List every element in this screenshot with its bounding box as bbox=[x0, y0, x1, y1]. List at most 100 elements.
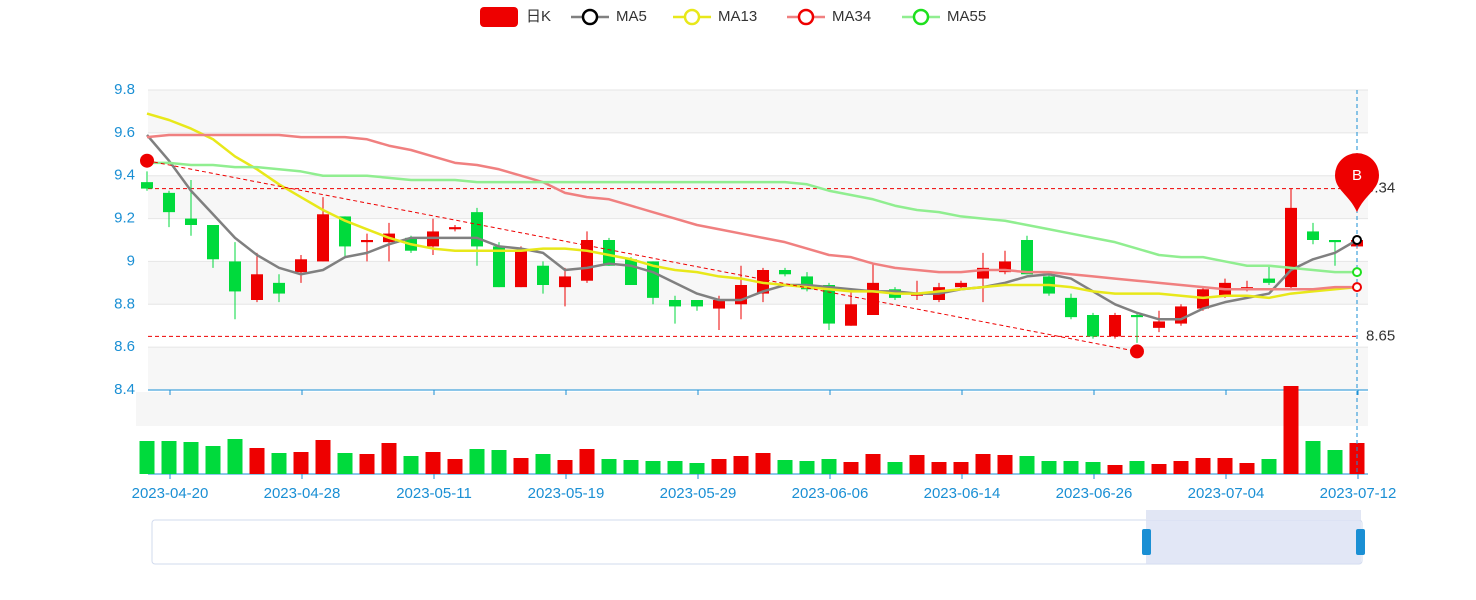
volume-bar bbox=[1019, 456, 1035, 474]
candle-body bbox=[977, 267, 989, 279]
volume-bar bbox=[667, 461, 683, 474]
volume-bar bbox=[909, 455, 925, 474]
data-zoom[interactable] bbox=[151, 510, 1365, 565]
candle-body bbox=[339, 216, 351, 247]
candle-body bbox=[581, 240, 593, 281]
candle-body bbox=[229, 261, 241, 292]
volume-bar bbox=[425, 452, 441, 474]
candle-body bbox=[845, 304, 857, 326]
volume-bar bbox=[931, 462, 947, 474]
legend-marker bbox=[797, 8, 815, 26]
volume-bar bbox=[887, 462, 903, 474]
candle-body bbox=[1087, 315, 1099, 337]
x-tick-label: 2023-07-12 bbox=[1320, 485, 1397, 502]
candle-body bbox=[493, 246, 505, 288]
volume-bar bbox=[337, 453, 353, 474]
volume-bar bbox=[1129, 461, 1145, 474]
zoom-window[interactable] bbox=[1146, 520, 1361, 564]
y-tick-label: 9.4 bbox=[114, 167, 135, 184]
volume-bar bbox=[447, 459, 463, 474]
volume-bar bbox=[557, 460, 573, 474]
candle-body bbox=[691, 300, 703, 307]
volume-bar bbox=[139, 441, 155, 474]
volume-bar bbox=[821, 459, 837, 474]
volume-bar bbox=[359, 454, 375, 474]
legend-marker bbox=[683, 8, 701, 26]
volume-bar bbox=[1085, 462, 1101, 474]
legend-label: MA5 bbox=[616, 8, 647, 25]
y-tick-label: 8.8 bbox=[114, 295, 135, 312]
volume-bar bbox=[183, 442, 199, 474]
split-area bbox=[148, 218, 1368, 262]
y-tick-label: 9.2 bbox=[114, 210, 135, 227]
trend-point bbox=[1130, 344, 1144, 359]
candle-body bbox=[1021, 240, 1033, 275]
volume-bar bbox=[1305, 441, 1321, 474]
volume-bar bbox=[865, 454, 881, 474]
candle-body bbox=[207, 225, 219, 260]
ma-marker bbox=[1352, 235, 1362, 245]
x-tick-label: 2023-06-06 bbox=[792, 485, 869, 502]
x-tick-label: 2023-04-28 bbox=[264, 485, 341, 502]
legend[interactable]: 日K MA5 MA13 MA34 MA55 bbox=[480, 7, 986, 27]
ma-line bbox=[147, 161, 1357, 274]
x-tick-label: 2023-07-04 bbox=[1188, 485, 1265, 502]
candle-body bbox=[163, 192, 175, 213]
split-area bbox=[148, 347, 1368, 390]
volume-bar bbox=[601, 459, 617, 474]
split-area bbox=[148, 132, 1368, 176]
zoom-handle[interactable] bbox=[1142, 529, 1151, 555]
candle-body bbox=[823, 285, 835, 324]
volume-bar bbox=[535, 454, 551, 474]
candle-body bbox=[185, 218, 197, 225]
volume-bar bbox=[953, 462, 969, 474]
candle-body bbox=[1263, 278, 1275, 283]
candle-body bbox=[141, 182, 153, 189]
zoom-bar[interactable] bbox=[1146, 510, 1361, 520]
legend-swatch bbox=[480, 7, 518, 27]
candle-body bbox=[515, 250, 527, 288]
candle-body bbox=[449, 227, 461, 230]
volume-bar bbox=[249, 448, 265, 474]
volume-bar bbox=[1063, 461, 1079, 474]
y-tick-label: 8.6 bbox=[114, 338, 135, 355]
volume-bar bbox=[975, 454, 991, 474]
volume-bar bbox=[271, 453, 287, 474]
candle-body bbox=[361, 240, 373, 243]
split-area bbox=[148, 90, 1368, 133]
volume-bar bbox=[777, 460, 793, 474]
y-tick-label: 8.4 bbox=[114, 381, 135, 398]
candle-body bbox=[471, 212, 483, 247]
candle-body bbox=[1307, 231, 1319, 240]
candle-body bbox=[955, 282, 967, 288]
candle-body bbox=[295, 259, 307, 273]
volume-bar bbox=[1041, 461, 1057, 474]
volume-bar bbox=[645, 461, 661, 474]
x-tick-label: 2023-05-11 bbox=[396, 485, 472, 502]
candle-body bbox=[1329, 240, 1341, 243]
candle-body bbox=[273, 282, 285, 294]
candle-body bbox=[999, 261, 1011, 273]
legend-label: MA55 bbox=[947, 8, 986, 25]
legend-marker bbox=[912, 8, 930, 26]
x-tick-label: 2023-06-26 bbox=[1056, 485, 1133, 502]
x-tick-label: 2023-06-14 bbox=[924, 485, 1001, 502]
legend-marker bbox=[581, 8, 599, 26]
volume-bar bbox=[799, 461, 815, 474]
legend-label: MA34 bbox=[832, 8, 871, 25]
zoom-handle[interactable] bbox=[1356, 529, 1365, 555]
candle-body bbox=[251, 274, 263, 300]
volume-bar bbox=[1261, 459, 1277, 474]
volume-bar bbox=[755, 453, 771, 474]
signal-pin bbox=[1335, 153, 1379, 213]
x-tick-label: 2023-04-20 bbox=[132, 485, 209, 502]
volume-bar bbox=[403, 456, 419, 474]
volume-bar bbox=[227, 439, 243, 474]
legend-label: MA13 bbox=[718, 8, 757, 25]
volume-bar bbox=[161, 441, 177, 474]
candle-body bbox=[1153, 321, 1165, 328]
candle-body bbox=[735, 285, 747, 305]
volume-bar bbox=[491, 450, 507, 474]
volume-bar bbox=[843, 462, 859, 474]
volume-bar bbox=[733, 456, 749, 474]
